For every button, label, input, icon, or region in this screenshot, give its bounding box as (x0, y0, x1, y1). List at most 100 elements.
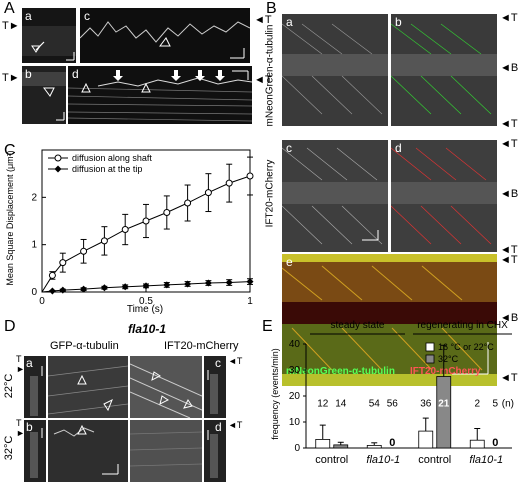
data-point (225, 179, 233, 187)
subpanel-letter: a (286, 15, 293, 29)
kymograph-b-e-overlay: e mNeonGreen-α-tubulin IFT20-mCherry (282, 254, 497, 386)
bar (333, 444, 349, 449)
data-point (100, 237, 108, 245)
base-marker: ◄B (500, 62, 519, 74)
kymograph-d-a-side: a (24, 356, 46, 418)
subpanel-c-letter: c (84, 9, 90, 23)
zero-label: 0 (492, 437, 498, 449)
row-label-22c: 22°C (3, 373, 15, 399)
legend-marker (54, 154, 62, 162)
n-value: 14 (335, 398, 347, 409)
y-tick-label: 10 (289, 417, 301, 428)
tip-marker: T► (2, 72, 20, 84)
data-point (100, 284, 108, 292)
kymograph-d-ift20-32c (130, 420, 202, 482)
subpanel-letter: d (395, 141, 402, 155)
msd-chart: 0 1 2 0 0.5 1 diffusion along shaftdiffusion … (5, 149, 254, 315)
subpanel-letter: b (26, 420, 33, 434)
data-point (80, 285, 88, 293)
row-label-32c: 32°C (3, 435, 15, 461)
category-label: control (418, 454, 451, 466)
x-tick-label: 0 (39, 296, 45, 307)
legend-swatch (425, 342, 435, 352)
data-point (48, 271, 56, 279)
overlay-label-ift20: IFT20-mCherry (410, 366, 481, 377)
y-tick-label: 1 (31, 240, 37, 251)
subpanel-d-letter: d (72, 67, 79, 81)
kymograph-d-c-side: c (204, 356, 226, 418)
data-point (163, 281, 171, 289)
panel-a-label: A (4, 0, 15, 17)
category-label: fla10-1 (366, 454, 400, 466)
kymograph-b: b (22, 66, 66, 124)
tip-marker: ◄T (500, 12, 518, 24)
subpanel-letter: c (286, 141, 292, 155)
bar (366, 444, 382, 449)
kymograph-c: c (80, 8, 250, 63)
panel-d-label: D (4, 318, 16, 335)
y-axis-label: Mean Square Displacement (μm²) (5, 150, 15, 285)
y-tick-label: 2 (31, 192, 37, 203)
y-axis-label: frequency (events/min) (270, 348, 280, 440)
category-label: control (315, 454, 348, 466)
data-point (80, 247, 88, 255)
data-point (184, 199, 192, 207)
data-point (225, 279, 233, 287)
kymograph-d-d-side: d (204, 420, 226, 482)
n-value: 12 (317, 398, 329, 409)
legend-label: 16 °C or 22°C (438, 342, 494, 352)
bar (436, 376, 452, 449)
y-tick-label: 40 (289, 339, 301, 350)
x-axis-label: Time (s) (127, 304, 163, 315)
column-label-ift20: IFT20-mCherry (164, 340, 239, 352)
tip-marker: ◄T (500, 372, 518, 384)
y-tick-label: 30 (289, 365, 301, 376)
overlay-label-tubulin: mNeonGreen-α-tubulin (286, 366, 395, 377)
data-point (142, 282, 150, 290)
data-point (121, 283, 129, 291)
kymograph-a: a (22, 8, 76, 63)
n-value: 54 (369, 398, 381, 409)
kymograph-d-tubulin-32c (48, 420, 128, 482)
kymograph-b-b: b (391, 14, 497, 126)
tip-marker: ◄T (228, 356, 243, 366)
tip-arrow: ► (16, 364, 25, 374)
subpanel-a-letter: a (25, 9, 32, 23)
legend-label: diffusion along shaft (72, 153, 152, 163)
legend-label: 32°C (438, 354, 459, 364)
data-point (163, 208, 171, 216)
n-value: 5 (492, 398, 498, 409)
kymograph-d-b-side: b (24, 420, 46, 482)
subpanel-letter: e (286, 255, 293, 269)
group-header: steady state (331, 320, 385, 331)
kymograph-b-c: c (282, 140, 388, 252)
tip-marker: T► (2, 20, 20, 32)
panel-b-label: B (266, 0, 277, 17)
data-point (121, 226, 129, 234)
base-marker: ◄B (500, 312, 519, 324)
data-point (48, 287, 56, 295)
group-header: regenerating in CHX (417, 320, 508, 331)
x-tick-label: 0.5 (139, 296, 153, 307)
tip-marker: T (16, 418, 22, 428)
strain-label: fla10-1 (128, 322, 167, 336)
y-tick-label: 0 (294, 443, 300, 454)
n-value: 21 (438, 398, 450, 409)
legend-swatch (425, 354, 435, 364)
subpanel-letter: d (215, 420, 222, 434)
panel-e-label: E (262, 318, 273, 335)
row-label-ift20: IFT20-mCherry (264, 159, 276, 228)
n-value: 36 (420, 398, 432, 409)
kymograph-b-d: d (391, 140, 497, 252)
tip-marker: ◄T (500, 118, 518, 130)
kymograph-b-a: a (282, 14, 388, 126)
data-point (184, 280, 192, 288)
kymograph-d: d (68, 66, 252, 124)
n-unit-label: (n) (502, 398, 514, 409)
n-value: 56 (387, 398, 399, 409)
data-point (246, 278, 254, 286)
kymograph-d-tubulin-22c (48, 356, 128, 418)
n-value: 2 (474, 398, 480, 409)
data-point (142, 217, 150, 225)
